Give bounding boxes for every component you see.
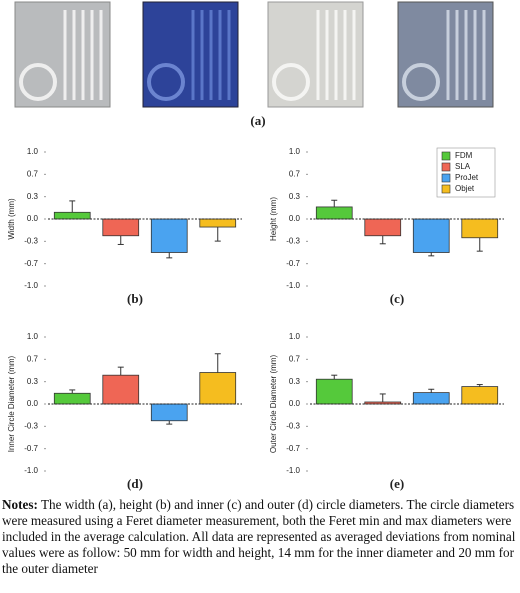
y-tick-label: 0.7: [289, 354, 301, 363]
legend-label: ProJet: [455, 173, 479, 182]
y-tick-label: 0.3: [289, 192, 301, 201]
legend-swatch: [441, 162, 451, 172]
bar: [150, 218, 188, 253]
bar: [461, 218, 499, 239]
y-tick-label: 1.0: [289, 147, 301, 156]
y-tick-label: 0.0: [27, 214, 39, 223]
y-tick-label: 0.7: [289, 169, 301, 178]
y-tick-label: 0.3: [27, 377, 39, 386]
y-tick-label: 0.0: [27, 399, 39, 408]
y-tick-label: -0.7: [286, 444, 300, 453]
notes-text: The width (a), height (b) and inner (c) …: [2, 497, 516, 576]
y-tick-label: 0.3: [289, 377, 301, 386]
y-tick-label: 1.0: [289, 332, 301, 341]
bar: [102, 218, 140, 237]
photo: [142, 1, 239, 108]
legend-swatch: [441, 173, 451, 183]
y-tick-label: -0.7: [286, 259, 300, 268]
panel-label: (c): [390, 291, 404, 306]
y-tick-label: 0.3: [27, 192, 39, 201]
bar: [102, 374, 140, 405]
y-tick-label: -0.3: [24, 236, 38, 245]
panel-label: (d): [127, 476, 143, 491]
legend-swatch: [441, 151, 451, 161]
photo: [14, 1, 111, 108]
bar: [461, 386, 499, 405]
y-tick-label: -0.3: [286, 421, 300, 430]
y-tick-label: 0.0: [289, 214, 301, 223]
y-tick-label: 1.0: [27, 332, 39, 341]
legend-label: Objet: [455, 184, 475, 193]
legend-swatch: [441, 184, 451, 194]
legend-label: SLA: [455, 162, 471, 171]
y-tick-label: 0.0: [289, 399, 301, 408]
photo: [267, 1, 364, 108]
bar: [364, 401, 402, 405]
bar: [53, 211, 91, 220]
bar: [315, 378, 353, 405]
y-axis-label: Width (mm): [7, 198, 16, 240]
notes-lead: Notes:: [2, 497, 38, 512]
notes: Notes: The width (a), height (b) and inn…: [2, 497, 516, 577]
y-axis-label: Height (mm): [269, 197, 278, 241]
panel-label: (a): [250, 113, 265, 128]
y-tick-label: -1.0: [286, 281, 300, 290]
bar: [364, 218, 402, 237]
bar: [150, 403, 188, 422]
figure: (a) -1.0 -0.7 -0.3 0.0 0.3 0.7 1.0 Width (mm) (b…: [7, 1, 504, 491]
bar: [199, 372, 237, 405]
y-tick-label: 0.7: [27, 354, 39, 363]
y-tick-label: -1.0: [24, 466, 38, 475]
y-tick-label: -1.0: [286, 466, 300, 475]
bar: [412, 392, 450, 405]
y-tick-label: 0.7: [27, 169, 39, 178]
y-axis-label: Inner Circle Diameter (mm): [7, 355, 16, 452]
y-tick-label: -0.7: [24, 444, 38, 453]
photo: [397, 1, 494, 108]
legend-label: FDM: [455, 151, 473, 160]
y-tick-label: -0.7: [24, 259, 38, 268]
panel-label: (e): [390, 476, 404, 491]
panel-label: (b): [127, 291, 143, 306]
y-tick-label: -0.3: [24, 421, 38, 430]
bar: [53, 392, 91, 405]
bar: [199, 218, 237, 228]
y-tick-label: -0.3: [286, 236, 300, 245]
y-axis-label: Outer Circle Diameter (mm): [269, 355, 278, 454]
y-tick-label: 1.0: [27, 147, 39, 156]
bar: [412, 218, 450, 253]
y-tick-label: -1.0: [24, 281, 38, 290]
bar: [315, 206, 353, 220]
